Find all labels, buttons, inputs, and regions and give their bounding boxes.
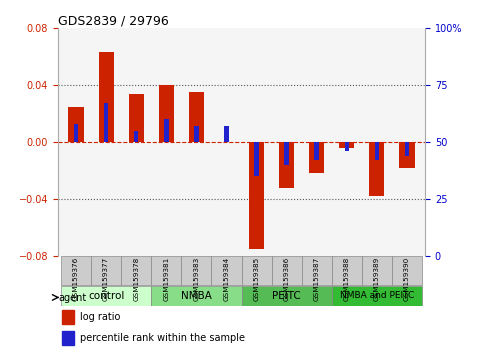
Bar	[332, 256, 362, 285]
Text: NMBA: NMBA	[181, 291, 212, 301]
Text: GSM159386: GSM159386	[284, 257, 290, 301]
Text: GSM159376: GSM159376	[73, 257, 79, 301]
Text: percentile rank within the sample: percentile rank within the sample	[80, 333, 245, 343]
Bar	[62, 331, 74, 345]
Text: log ratio: log ratio	[80, 313, 120, 322]
Bar	[392, 256, 422, 285]
Bar	[309, 142, 324, 173]
Bar	[61, 256, 91, 285]
Bar	[189, 92, 204, 142]
Bar	[249, 142, 264, 249]
Bar	[212, 256, 242, 285]
Bar	[242, 286, 332, 306]
Bar	[61, 286, 151, 306]
Bar	[362, 256, 392, 285]
Bar	[74, 124, 78, 142]
Bar	[405, 142, 409, 156]
Bar	[91, 256, 121, 285]
Bar	[344, 142, 349, 151]
Bar	[369, 142, 384, 196]
Text: GSM159390: GSM159390	[404, 257, 410, 301]
Text: GSM159383: GSM159383	[193, 257, 199, 301]
Bar	[134, 131, 139, 142]
Text: agent: agent	[58, 293, 87, 303]
Text: GSM159385: GSM159385	[254, 257, 259, 301]
Text: GSM159381: GSM159381	[163, 257, 169, 301]
Bar	[284, 142, 289, 165]
Text: GSM159387: GSM159387	[314, 257, 320, 301]
Bar	[69, 107, 84, 142]
Bar	[302, 256, 332, 285]
Bar	[181, 256, 212, 285]
Bar	[375, 142, 379, 160]
Text: GSM159378: GSM159378	[133, 257, 139, 301]
Bar	[121, 256, 151, 285]
Bar	[254, 142, 259, 176]
Text: GSM159377: GSM159377	[103, 257, 109, 301]
Text: NMBA and PEITC: NMBA and PEITC	[340, 291, 414, 301]
Bar	[242, 256, 271, 285]
Bar	[314, 142, 319, 160]
Text: GDS2839 / 29796: GDS2839 / 29796	[58, 14, 169, 27]
Bar	[151, 286, 242, 306]
Bar	[194, 126, 199, 142]
Bar	[159, 85, 174, 142]
Bar	[399, 142, 414, 168]
Bar	[104, 103, 108, 142]
Bar	[128, 94, 144, 142]
Text: GSM159388: GSM159388	[344, 257, 350, 301]
Text: GSM159389: GSM159389	[374, 257, 380, 301]
Text: GSM159384: GSM159384	[224, 257, 229, 301]
Text: PEITC: PEITC	[272, 291, 301, 301]
Text: control: control	[88, 291, 124, 301]
Bar	[62, 310, 74, 324]
Bar	[279, 142, 294, 188]
Bar	[271, 256, 302, 285]
Bar	[332, 286, 422, 306]
Bar	[339, 142, 355, 148]
Bar	[151, 256, 181, 285]
Bar	[224, 126, 229, 142]
Bar	[164, 119, 169, 142]
Bar	[99, 52, 114, 142]
